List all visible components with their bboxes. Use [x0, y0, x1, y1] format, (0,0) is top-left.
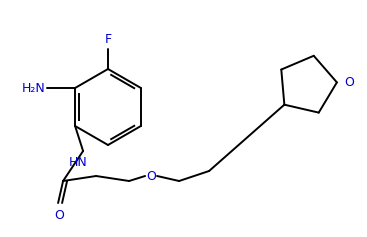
- Text: O: O: [344, 76, 354, 89]
- Text: F: F: [105, 33, 112, 46]
- Text: H₂N: H₂N: [21, 82, 45, 95]
- Text: O: O: [146, 169, 156, 182]
- Text: HN: HN: [69, 156, 87, 169]
- Text: O: O: [54, 209, 64, 222]
